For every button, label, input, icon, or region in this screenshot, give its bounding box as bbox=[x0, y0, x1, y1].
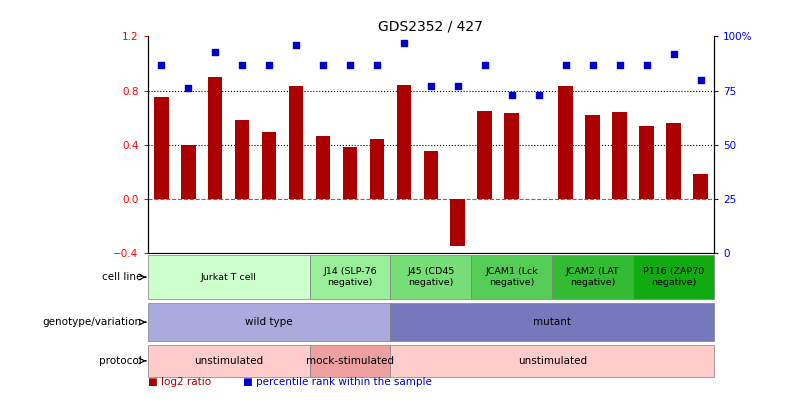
Bar bbox=[424, 151, 438, 199]
Bar bbox=[451, 199, 465, 246]
Point bbox=[370, 61, 383, 68]
Bar bbox=[390, 255, 472, 299]
Point bbox=[479, 61, 492, 68]
Text: mutant: mutant bbox=[533, 317, 571, 327]
Bar bbox=[693, 174, 708, 199]
Bar bbox=[612, 112, 627, 199]
Point bbox=[587, 61, 599, 68]
Bar bbox=[477, 111, 492, 199]
Point bbox=[425, 83, 437, 90]
Text: mock-stimulated: mock-stimulated bbox=[306, 356, 394, 366]
Bar bbox=[154, 97, 168, 199]
Point bbox=[559, 61, 572, 68]
Text: genotype/variation: genotype/variation bbox=[43, 317, 142, 327]
Point bbox=[263, 61, 275, 68]
Bar bbox=[310, 255, 390, 299]
Point bbox=[317, 61, 330, 68]
Point bbox=[182, 85, 195, 92]
Bar bbox=[148, 345, 310, 377]
Text: protocol: protocol bbox=[99, 356, 142, 366]
Bar bbox=[180, 145, 196, 199]
Bar bbox=[289, 86, 303, 199]
Point bbox=[614, 61, 626, 68]
Point bbox=[155, 61, 168, 68]
Text: J45 (CD45
negative): J45 (CD45 negative) bbox=[407, 267, 455, 287]
Bar bbox=[390, 303, 714, 341]
Text: Jurkat T cell: Jurkat T cell bbox=[200, 273, 256, 281]
Bar bbox=[504, 113, 519, 199]
Point bbox=[452, 83, 464, 90]
Point bbox=[290, 42, 302, 48]
Bar bbox=[390, 345, 714, 377]
Bar bbox=[148, 255, 310, 299]
Bar bbox=[472, 255, 552, 299]
Bar bbox=[148, 303, 390, 341]
Bar bbox=[666, 123, 681, 199]
Bar bbox=[397, 85, 411, 199]
Point bbox=[505, 92, 518, 98]
Text: wild type: wild type bbox=[245, 317, 293, 327]
Bar bbox=[586, 115, 600, 199]
Bar bbox=[342, 147, 358, 199]
Bar bbox=[369, 139, 385, 199]
Point bbox=[344, 61, 357, 68]
Text: cell line: cell line bbox=[101, 272, 142, 282]
Text: JCAM1 (Lck
negative): JCAM1 (Lck negative) bbox=[485, 267, 538, 287]
Point bbox=[694, 77, 707, 83]
Text: unstimulated: unstimulated bbox=[194, 356, 263, 366]
Point bbox=[640, 61, 653, 68]
Text: J14 (SLP-76
negative): J14 (SLP-76 negative) bbox=[323, 267, 377, 287]
Text: ■ log2 ratio: ■ log2 ratio bbox=[148, 377, 211, 387]
Point bbox=[209, 48, 222, 55]
Text: JCAM2 (LAT
negative): JCAM2 (LAT negative) bbox=[566, 267, 620, 287]
Bar bbox=[262, 132, 276, 199]
Bar bbox=[207, 77, 223, 199]
Bar bbox=[552, 255, 634, 299]
Bar bbox=[634, 255, 714, 299]
Point bbox=[397, 40, 410, 46]
Title: GDS2352 / 427: GDS2352 / 427 bbox=[378, 20, 484, 34]
Bar bbox=[235, 120, 250, 199]
Point bbox=[532, 92, 545, 98]
Bar bbox=[559, 86, 573, 199]
Bar bbox=[639, 126, 654, 199]
Text: unstimulated: unstimulated bbox=[518, 356, 587, 366]
Point bbox=[667, 51, 680, 57]
Point bbox=[235, 61, 248, 68]
Text: P116 (ZAP70
negative): P116 (ZAP70 negative) bbox=[643, 267, 705, 287]
Text: ■ percentile rank within the sample: ■ percentile rank within the sample bbox=[243, 377, 433, 387]
Bar bbox=[310, 345, 390, 377]
Bar bbox=[315, 136, 330, 199]
